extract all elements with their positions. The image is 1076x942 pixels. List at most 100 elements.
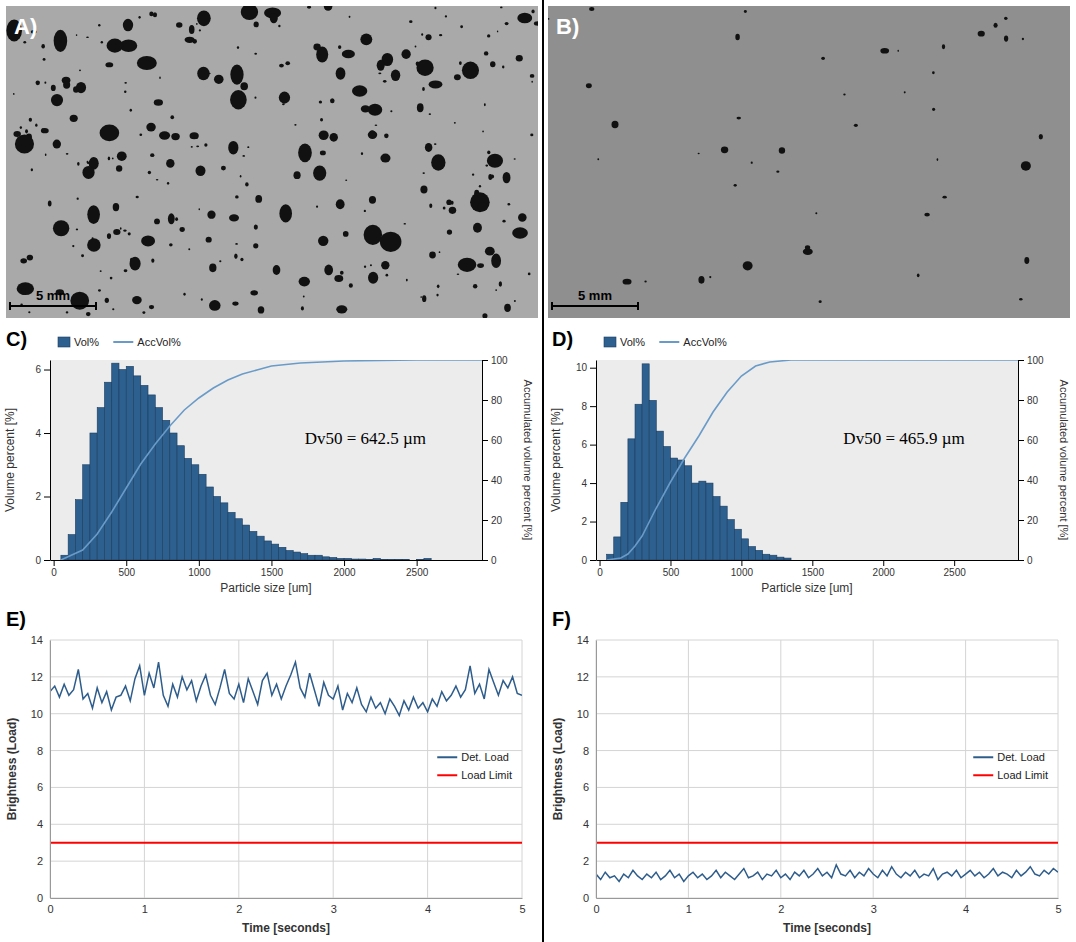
tick-label: 0 bbox=[581, 555, 587, 566]
particle bbox=[282, 103, 285, 105]
particle bbox=[190, 132, 199, 139]
bar bbox=[351, 559, 358, 560]
particle bbox=[195, 166, 205, 176]
tick: 4 bbox=[37, 818, 50, 830]
particle bbox=[391, 70, 400, 81]
bar bbox=[184, 458, 191, 560]
particle bbox=[843, 94, 845, 96]
particle bbox=[254, 225, 258, 230]
tick-label: 1 bbox=[686, 903, 692, 915]
particle bbox=[204, 143, 207, 146]
particle bbox=[82, 166, 94, 179]
tick-label: 0 bbox=[593, 903, 599, 915]
tick: 2 bbox=[37, 855, 50, 867]
particle bbox=[743, 261, 753, 270]
cumulative-line bbox=[61, 360, 482, 560]
grid-line bbox=[688, 640, 689, 898]
x-axis: 05001000150020002500 bbox=[597, 560, 1019, 578]
tick: 40 bbox=[1018, 475, 1039, 486]
particle bbox=[171, 133, 180, 140]
particle bbox=[130, 109, 132, 112]
particle bbox=[221, 166, 226, 171]
particle bbox=[98, 24, 100, 27]
particle bbox=[378, 72, 381, 74]
particle bbox=[319, 100, 322, 103]
particle bbox=[377, 60, 385, 71]
particle bbox=[484, 51, 488, 55]
particle bbox=[514, 158, 516, 160]
tick-label: 8 bbox=[583, 745, 589, 757]
particle bbox=[159, 77, 161, 79]
legend: Det. LoadLoad Limit bbox=[973, 751, 1048, 781]
particle bbox=[318, 236, 328, 246]
particle bbox=[821, 57, 825, 60]
particle bbox=[369, 196, 376, 204]
scale-bar-end bbox=[551, 302, 553, 310]
tick-label: 80 bbox=[1027, 395, 1039, 406]
particle bbox=[153, 12, 157, 17]
particle bbox=[17, 282, 34, 295]
bar bbox=[257, 536, 264, 560]
particle bbox=[194, 135, 198, 139]
particle bbox=[897, 50, 899, 52]
tick-mark bbox=[590, 445, 596, 446]
particle bbox=[51, 94, 63, 106]
tick: 4 bbox=[581, 478, 596, 489]
axis-line bbox=[596, 641, 597, 899]
tick-label: 4 bbox=[581, 478, 587, 489]
series-line bbox=[50, 662, 522, 715]
y2-axis-title: Accumulated volume percent [%] bbox=[1058, 380, 1070, 541]
tick-label: 60 bbox=[1027, 435, 1039, 446]
tick-label: 6 bbox=[37, 781, 43, 793]
plot-background bbox=[596, 360, 1018, 560]
particle bbox=[698, 276, 704, 284]
particle bbox=[299, 277, 310, 287]
particle bbox=[192, 39, 196, 44]
tick-mark bbox=[1018, 360, 1024, 361]
tick-mark bbox=[590, 522, 596, 523]
particle bbox=[623, 279, 632, 285]
particle bbox=[66, 311, 69, 313]
particle bbox=[334, 275, 343, 282]
particle bbox=[43, 58, 46, 61]
particle bbox=[45, 153, 47, 156]
particle bbox=[107, 39, 124, 53]
particle bbox=[611, 121, 618, 128]
particle bbox=[159, 131, 170, 139]
grid-line bbox=[780, 640, 781, 898]
particle bbox=[904, 91, 906, 93]
bar bbox=[388, 559, 395, 560]
particle bbox=[1039, 134, 1043, 139]
particle bbox=[170, 115, 174, 119]
tick-label: 5 bbox=[519, 903, 525, 915]
particle bbox=[460, 25, 463, 28]
particle bbox=[445, 15, 447, 17]
particle bbox=[484, 103, 486, 106]
particle bbox=[439, 34, 442, 36]
grid-line bbox=[50, 824, 522, 825]
bar bbox=[777, 557, 784, 560]
particle bbox=[167, 182, 169, 185]
tick-mark bbox=[44, 370, 50, 371]
particle bbox=[273, 265, 281, 275]
particle bbox=[146, 123, 156, 132]
tick-mark bbox=[126, 560, 127, 566]
particle bbox=[360, 33, 372, 45]
particle bbox=[338, 45, 341, 49]
tick-mark bbox=[954, 560, 955, 566]
tick-label: 8 bbox=[37, 745, 43, 757]
particle bbox=[235, 243, 238, 245]
particle bbox=[330, 133, 338, 142]
particle bbox=[361, 152, 363, 155]
x-axis-title: Time [seconds] bbox=[783, 921, 871, 935]
axis-line bbox=[597, 898, 1059, 899]
particle bbox=[383, 80, 387, 83]
particle bbox=[123, 19, 133, 32]
particle bbox=[932, 108, 935, 111]
particle bbox=[81, 254, 84, 257]
bar bbox=[199, 474, 206, 560]
legend-item: Load Limit bbox=[437, 769, 512, 781]
tick-label: 6 bbox=[581, 439, 587, 450]
particle bbox=[429, 113, 431, 115]
legend-label: AccVol% bbox=[137, 336, 181, 348]
